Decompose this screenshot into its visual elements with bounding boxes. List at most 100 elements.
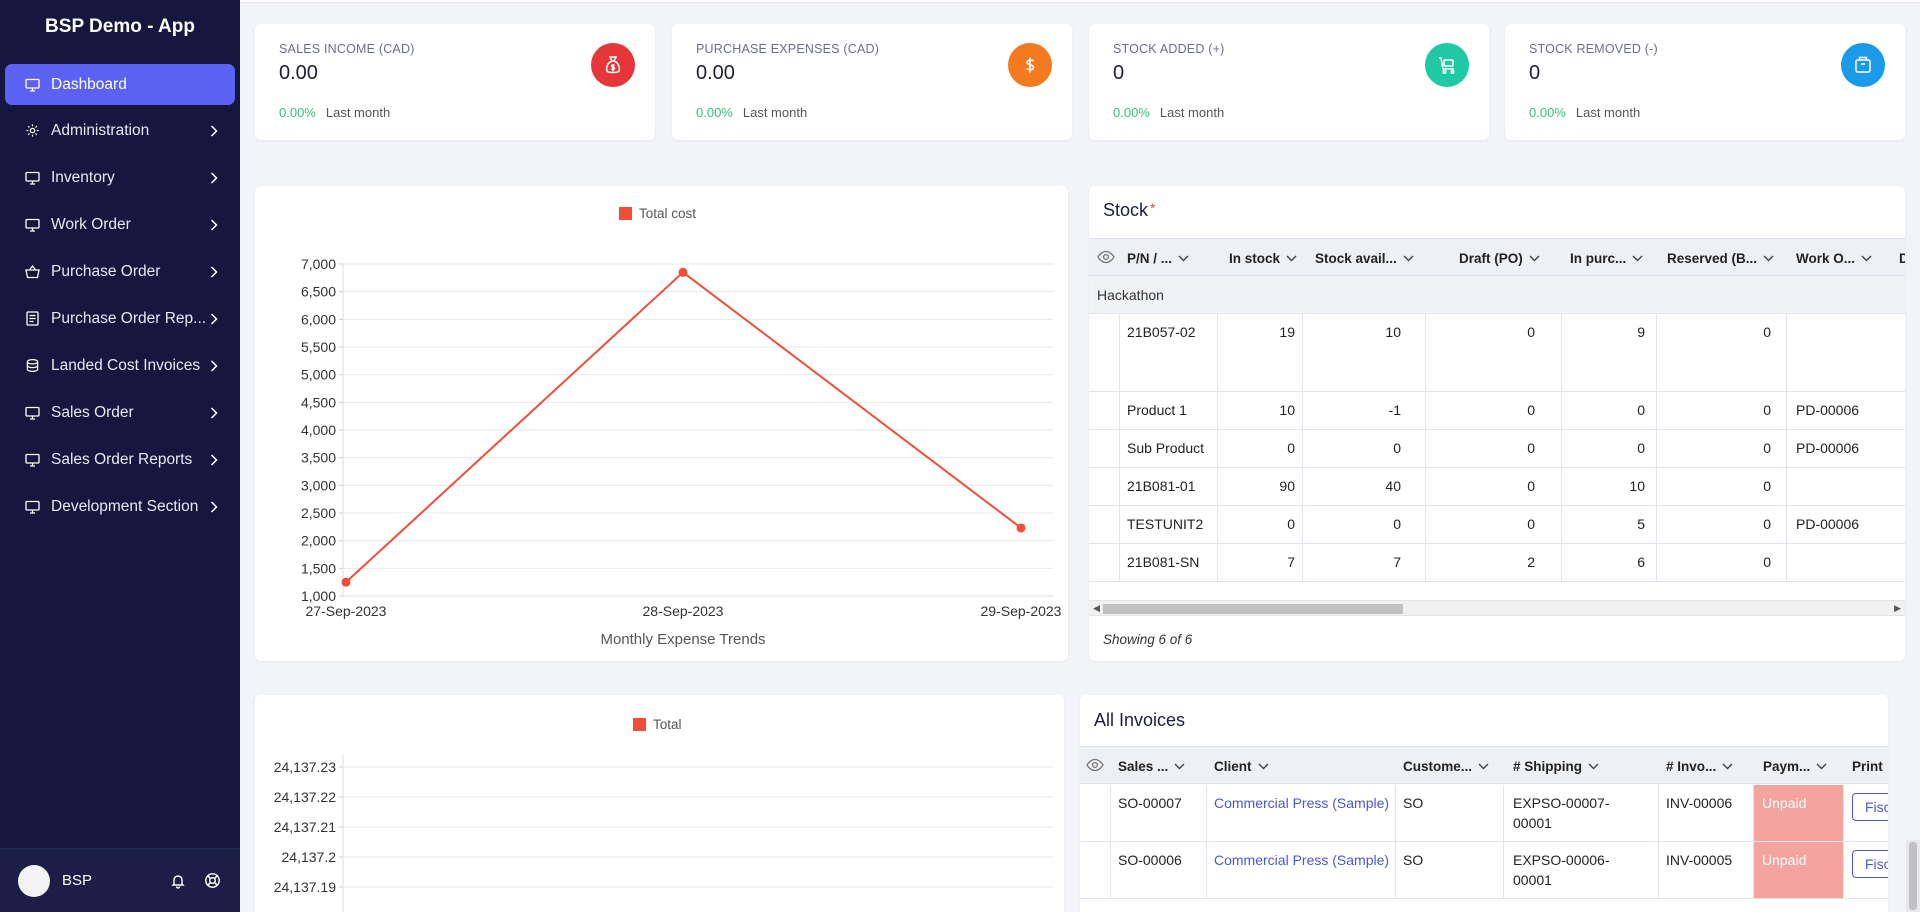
sidebar-item-development-section[interactable]: Development Section	[5, 486, 235, 527]
chevron-right-icon[interactable]	[207, 406, 221, 420]
column-header-d[interactable]: D	[1899, 239, 1905, 277]
column-header-draft-po[interactable]: Draft (PO)	[1459, 239, 1540, 277]
column-header-sales[interactable]: Sales ...	[1118, 747, 1185, 785]
sidebar-item-sales-order-reports[interactable]: Sales Order Reports	[5, 439, 235, 480]
sidebar-item-purchase-order[interactable]: Purchase Order	[5, 251, 235, 292]
chevron-down-icon[interactable]	[1722, 763, 1733, 770]
total-legend[interactable]: Total	[633, 717, 682, 732]
y-tick-label: 5,000	[301, 367, 336, 383]
chevron-down-icon[interactable]	[1174, 763, 1185, 770]
column-divider	[1561, 314, 1562, 391]
column-header-shipping[interactable]: # Shipping	[1513, 747, 1599, 785]
table-cell: 0	[1763, 478, 1771, 494]
column-header-reserved-b[interactable]: Reserved (B...	[1667, 239, 1774, 277]
column-header-label: Print	[1852, 758, 1883, 774]
table-row[interactable]: 21B057-02 19 10 0 9 0	[1089, 314, 1905, 392]
sidebar-item-inventory[interactable]: Inventory	[5, 157, 235, 198]
chart-legend[interactable]: Total cost	[619, 206, 696, 221]
column-header-invo[interactable]: # Invo...	[1666, 747, 1733, 785]
kpi-label: STOCK REMOVED (-)	[1529, 42, 1658, 56]
chevron-right-icon[interactable]	[207, 124, 221, 138]
column-divider	[1786, 468, 1787, 505]
sidebar-item-work-order[interactable]: Work Order	[5, 204, 235, 245]
y-tick-label: 24,137.21	[274, 819, 336, 835]
chevron-down-icon[interactable]	[1588, 763, 1599, 770]
data-point[interactable]	[1016, 523, 1026, 533]
chevron-down-icon[interactable]	[1478, 763, 1489, 770]
chevron-down-icon[interactable]	[1816, 763, 1827, 770]
column-divider	[1786, 506, 1787, 543]
stock-horizontal-scrollbar[interactable]: ◀ ▶	[1089, 600, 1905, 616]
column-divider	[1656, 314, 1657, 391]
chevron-down-icon[interactable]	[1632, 255, 1643, 262]
sidebar-item-landed-cost-invoices[interactable]: Landed Cost Invoices	[5, 345, 235, 386]
chevron-down-icon[interactable]	[1763, 255, 1774, 262]
chevron-right-icon[interactable]	[207, 218, 221, 232]
table-cell: 0	[1527, 478, 1535, 494]
data-point[interactable]	[341, 577, 351, 587]
column-header-work-o[interactable]: Work O...	[1796, 239, 1872, 277]
chevron-down-icon[interactable]	[1861, 255, 1872, 262]
sidebar-item-purchase-order-rep[interactable]: Purchase Order Rep...	[5, 298, 235, 339]
sidebar-item-sales-order[interactable]: Sales Order	[5, 392, 235, 433]
chevron-down-icon[interactable]	[1258, 763, 1269, 770]
chevron-right-icon[interactable]	[207, 312, 221, 326]
client-link[interactable]: Commercial Press (Sample)	[1214, 852, 1390, 868]
page-scroll-thumb[interactable]	[1909, 842, 1917, 910]
column-divider	[1217, 506, 1218, 543]
scroll-thumb[interactable]	[1103, 604, 1403, 614]
column-header-in-stock[interactable]: In stock	[1229, 239, 1297, 277]
print-button[interactable]: Fisc	[1852, 793, 1888, 821]
shipping-line-2: 00001	[1513, 815, 1552, 831]
page-vertical-scrollbar[interactable]	[1906, 840, 1920, 912]
table-cell: 0	[1763, 516, 1771, 532]
scroll-left-icon[interactable]: ◀	[1093, 603, 1100, 613]
invoice-cell: INV-00005	[1666, 852, 1733, 868]
column-header-custome[interactable]: Custome...	[1403, 747, 1489, 785]
scroll-right-icon[interactable]: ▶	[1894, 603, 1901, 613]
chevron-down-icon[interactable]	[1178, 255, 1189, 262]
table-row[interactable]: SO-00007 Commercial Press (Sample) SO EXPSO…	[1080, 785, 1888, 842]
column-header-label: In stock	[1229, 250, 1281, 266]
column-header-client[interactable]: Client	[1214, 747, 1269, 785]
column-header-paym[interactable]: Paym...	[1763, 747, 1827, 785]
chevron-right-icon[interactable]	[207, 171, 221, 185]
chevron-down-icon[interactable]	[1403, 255, 1414, 262]
client-link[interactable]: Commercial Press (Sample)	[1214, 795, 1390, 811]
invoice-cell: INV-00006	[1666, 795, 1733, 811]
chevron-right-icon[interactable]	[207, 500, 221, 514]
sidebar-item-label: Development Section	[51, 497, 199, 515]
column-header-p-n[interactable]: P/N / ...	[1127, 239, 1189, 277]
eye-icon[interactable]	[1086, 758, 1104, 777]
stock-showing-count: Showing 6 of 6	[1103, 632, 1193, 647]
print-button[interactable]: Fisc	[1852, 850, 1888, 878]
table-row[interactable]: 21B081-SN 7 7 2 6 0	[1089, 544, 1905, 582]
table-cell: Sub Product	[1127, 440, 1205, 456]
chevron-down-icon[interactable]	[1286, 255, 1297, 262]
sidebar-item-administration[interactable]: Administration	[5, 110, 235, 151]
sidebar-item-dashboard[interactable]: Dashboard	[5, 64, 235, 105]
chevron-right-icon[interactable]	[207, 265, 221, 279]
avatar[interactable]	[18, 864, 50, 897]
table-row[interactable]: TESTUNIT2 0 0 0 5 0 PD-00006	[1089, 506, 1905, 544]
table-row[interactable]: Sub Product 0 0 0 0 0 PD-00006	[1089, 430, 1905, 468]
kpi-footer: 0.00% Last month	[696, 105, 807, 120]
column-divider	[1217, 430, 1218, 467]
data-point[interactable]	[678, 267, 688, 277]
column-header-in-purc[interactable]: In purc...	[1570, 239, 1643, 277]
sidebar-item-label: Purchase Order Rep...	[51, 309, 207, 327]
column-header-print[interactable]: Print	[1852, 747, 1883, 785]
chevron-right-icon[interactable]	[207, 359, 221, 373]
chevron-down-icon[interactable]	[1529, 255, 1540, 262]
eye-icon[interactable]	[1097, 250, 1115, 269]
table-row[interactable]: Product 1 10 -1 0 0 0 PD-00006	[1089, 392, 1905, 430]
table-row[interactable]: SO-00006 Commercial Press (Sample) SO EXPSO…	[1080, 842, 1888, 899]
table-cell: 0	[1287, 440, 1295, 456]
stock-group-row[interactable]: Hackathon	[1089, 276, 1905, 314]
bell-icon[interactable]	[168, 871, 188, 891]
column-divider	[1206, 785, 1207, 841]
table-row[interactable]: 21B081-01 90 40 0 10 0	[1089, 468, 1905, 506]
chevron-right-icon[interactable]	[207, 453, 221, 467]
column-header-stock-avail[interactable]: Stock avail...	[1315, 239, 1414, 277]
support-icon[interactable]	[202, 871, 222, 891]
